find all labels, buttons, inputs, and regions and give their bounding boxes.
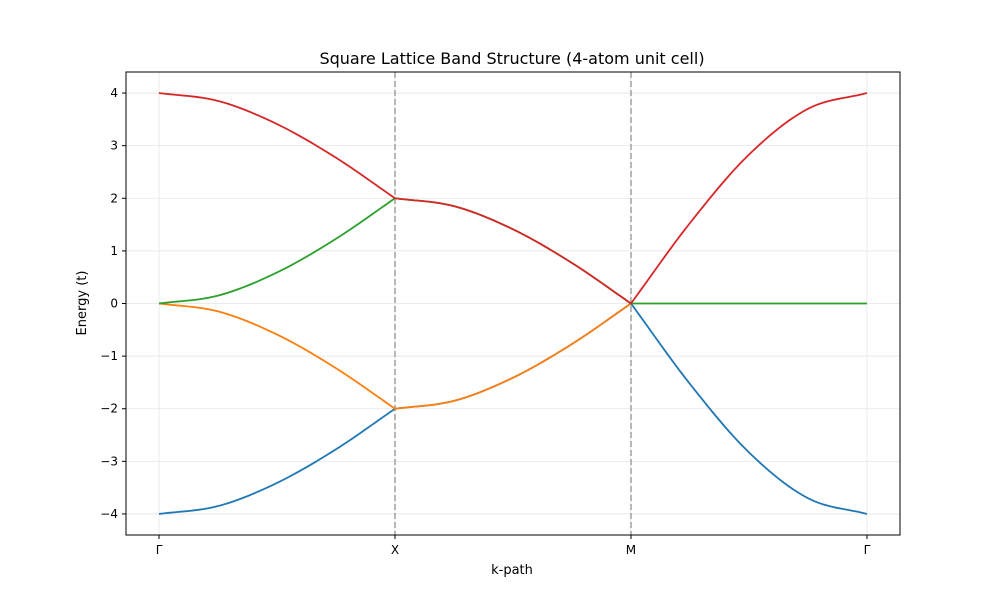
y-tick-label: −4 <box>100 507 118 521</box>
y-tick-label: −2 <box>100 402 118 416</box>
grid-layer <box>126 72 900 535</box>
y-axis-label: Energy (t) <box>75 271 90 336</box>
y-tick-label: 4 <box>110 86 118 100</box>
chart-title: Square Lattice Band Structure (4-atom un… <box>319 49 704 68</box>
y-tick-label: 0 <box>110 297 118 311</box>
x-axis-label: k-path <box>491 563 533 578</box>
y-tick-label: 1 <box>110 244 118 258</box>
y-tick-label: −3 <box>100 454 118 468</box>
x-tick-label: Γ <box>864 543 871 557</box>
x-tick-label: M <box>626 543 636 557</box>
y-tick-label: −1 <box>100 349 118 363</box>
y-tick-layer: 4 3 2 1 0 −1 −2 −3 −4 <box>100 86 126 521</box>
x-tick-label: X <box>391 543 399 557</box>
symmetry-marker-layer <box>394 72 632 535</box>
band-line-4 <box>158 92 868 305</box>
y-tick-label: 2 <box>110 191 118 205</box>
y-tick-label: 3 <box>110 139 118 153</box>
x-tick-label: Γ <box>156 543 163 557</box>
band-line-2 <box>158 302 632 410</box>
series-layer <box>158 92 868 515</box>
